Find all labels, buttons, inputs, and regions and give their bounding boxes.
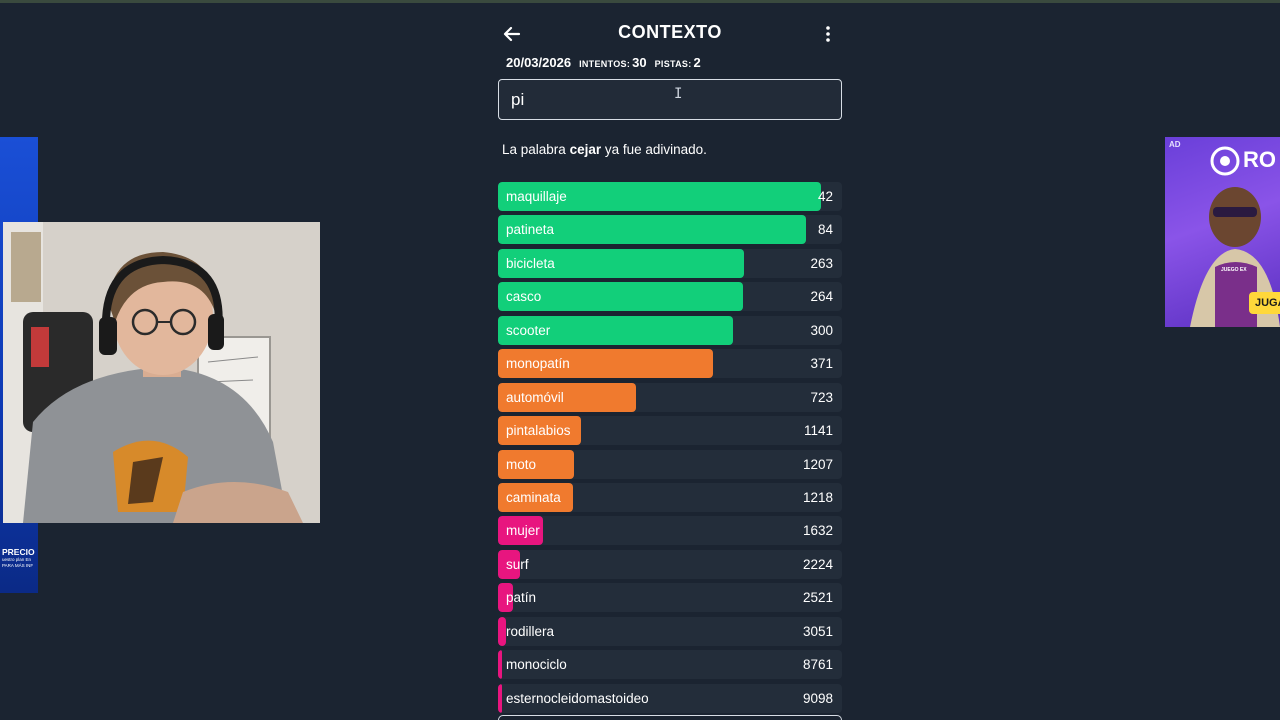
guess-word: esternocleidomastoideo <box>506 690 649 706</box>
right-side-ad[interactable]: AD RO JUEGO EX JUGAR A <box>1165 137 1280 327</box>
similarity-bar <box>498 315 733 345</box>
text-cursor-icon: I <box>674 86 683 102</box>
guess-row: casco 264 <box>498 282 842 312</box>
guess-distance: 371 <box>810 356 833 372</box>
notice-word: cejar <box>569 142 602 157</box>
similarity-bar <box>498 583 513 613</box>
guess-row: pintalabios 1141 <box>498 416 842 446</box>
guess-distance: 723 <box>810 389 833 405</box>
left-ad-headline: PRECIO <box>2 547 35 557</box>
guess-word: automóvil <box>506 389 564 405</box>
guess-list: maquillaje 42 patineta 84 bicicleta 263 casco 2… <box>498 182 842 717</box>
similarity-bar <box>498 282 743 312</box>
attempts-label: INTENTOS: <box>579 59 631 69</box>
guess-word: surf <box>506 556 529 572</box>
guess-distance: 9098 <box>802 690 833 706</box>
similarity-bar <box>498 248 744 278</box>
guess-distance: 2224 <box>802 556 833 572</box>
guess-distance: 2521 <box>802 590 833 606</box>
left-ad-subline-2: PARA MÁS INF <box>2 563 34 568</box>
guess-distance: 1632 <box>802 523 833 539</box>
guess-word: bicicleta <box>506 255 555 271</box>
guess-row: moto 1207 <box>498 449 842 479</box>
ad-cta-button[interactable]: JUGAR A <box>1249 292 1280 314</box>
similarity-bar <box>498 683 502 713</box>
game-stats: 20/03/2026 INTENTOS: 30 PISTAS: 2 <box>506 55 701 70</box>
guess-distance: 1207 <box>802 456 833 472</box>
window-top-strip <box>0 0 1280 3</box>
guess-word: maquillaje <box>506 189 567 204</box>
guess-word: scooter <box>506 322 551 338</box>
guess-row: maquillaje 42 <box>498 182 842 211</box>
guess-distance: 1218 <box>802 489 833 505</box>
guess-row: mujer 1632 <box>498 516 842 546</box>
guess-word: mujer <box>506 523 540 539</box>
back-button[interactable] <box>500 22 524 46</box>
similarity-bar <box>498 182 821 211</box>
game-date: 20/03/2026 <box>506 55 572 70</box>
guess-distance: 42 <box>817 189 833 204</box>
attempts-value: 30 <box>632 55 647 70</box>
guess-word: casco <box>506 289 542 305</box>
similarity-bar <box>498 482 573 512</box>
guess-word: pintalabios <box>506 423 571 439</box>
similarity-bar <box>498 516 543 546</box>
left-ad-subline-1: uestro plan En <box>2 557 32 562</box>
menu-button[interactable] <box>816 22 840 46</box>
guess-word: caminata <box>506 489 561 505</box>
ad-mini-text: JUEGO EX <box>1221 267 1247 273</box>
next-guess-row-edge <box>498 715 842 720</box>
guess-distance: 300 <box>810 322 833 338</box>
ad-brand: RO <box>1243 147 1276 172</box>
guess-row: rodillera 3051 <box>498 616 842 646</box>
guess-word: patineta <box>506 222 555 238</box>
hints-label: PISTAS: <box>654 59 692 69</box>
guess-distance: 264 <box>810 289 833 305</box>
similarity-bar <box>498 650 502 680</box>
guess-row: scooter 300 <box>498 315 842 345</box>
guess-row: surf 2224 <box>498 549 842 579</box>
guess-row: esternocleidomastoideo 9098 <box>498 683 842 713</box>
guess-word: rodillera <box>506 623 555 639</box>
similarity-bar <box>498 449 574 479</box>
guess-distance: 263 <box>810 255 833 271</box>
header: CONTEXTO <box>498 18 842 50</box>
similarity-bar <box>498 416 581 446</box>
guess-word: monociclo <box>506 657 567 673</box>
guess-row: bicicleta 263 <box>498 248 842 278</box>
guess-row: caminata 1218 <box>498 482 842 512</box>
ad-label: AD <box>1169 140 1181 149</box>
more-vertical-icon <box>826 26 830 42</box>
guess-distance: 8761 <box>802 657 833 673</box>
left-ad-text: PRECIO uestro plan En PARA MÁS INF <box>2 547 42 569</box>
page-title: CONTEXTO <box>618 22 722 42</box>
webcam-overlay <box>3 222 320 523</box>
notice-prefix: La palabra <box>502 142 570 157</box>
already-guessed-notice: La palabra cejar ya fue adivinado. <box>502 142 707 157</box>
notice-suffix: ya fue adivinado. <box>601 142 707 157</box>
guess-input[interactable] <box>498 79 842 120</box>
guess-distance: 1141 <box>803 423 833 439</box>
guess-row: patín 2521 <box>498 583 842 613</box>
similarity-bar <box>498 616 506 646</box>
similarity-bar <box>498 382 636 412</box>
guess-distance: 84 <box>817 222 833 238</box>
similarity-bar <box>498 215 806 245</box>
arrow-left-icon <box>503 26 521 42</box>
guess-row: monopatín 371 <box>498 349 842 379</box>
guess-word: patín <box>506 590 537 606</box>
guess-word: monopatín <box>506 356 570 372</box>
guess-row: automóvil 723 <box>498 382 842 412</box>
guess-distance: 3051 <box>802 623 833 639</box>
guess-word: moto <box>506 456 537 472</box>
similarity-bar <box>498 349 713 379</box>
game-panel: CONTEXTO 20/03/2026 INTENTOS:30 PISTAS:2 L… <box>498 0 842 720</box>
similarity-bar <box>498 549 520 579</box>
guess-row: patineta 84 <box>498 215 842 245</box>
roulette-logo-icon <box>1210 146 1240 176</box>
webcam-scene-image <box>3 222 320 523</box>
guess-row: monociclo 8761 <box>498 650 842 680</box>
hints-value: 2 <box>693 55 701 70</box>
